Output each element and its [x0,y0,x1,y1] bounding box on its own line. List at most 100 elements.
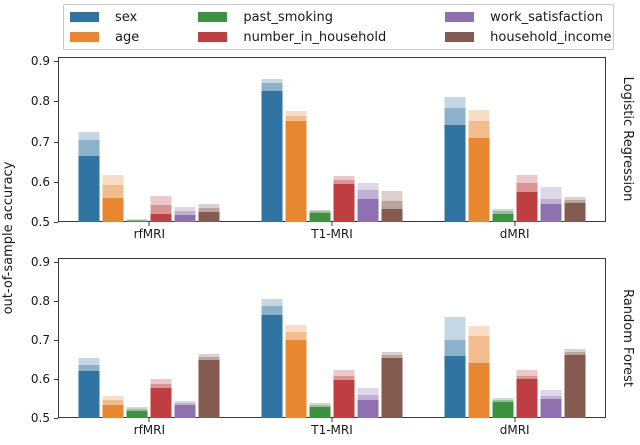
y-tick-label: 0.8 [30,94,50,109]
bar-segment [174,400,196,403]
bar-segment [516,370,538,376]
bar-group-T1-MRI [261,298,403,418]
subplot-random-forest: 0.5 0.6 0.7 0.8 0.9 rfMRI T1-MRI dMRI [31,255,606,437]
subplot-title-logistic-regression: Logistic Regression [620,76,635,202]
bar-group-dMRI [444,317,586,418]
bar-segment [198,360,220,418]
y-tick-mark [54,418,58,419]
y-tick-mark [54,61,58,63]
bar-segment [564,199,586,203]
bar-household_income [381,190,403,222]
bar-number_in_household [150,195,172,222]
bar-segment [333,180,355,185]
bar-segment [492,213,514,222]
bar-segment [540,204,562,222]
x-tick-mark [331,418,333,422]
bar-segment [381,352,403,355]
axes-frame [58,258,606,418]
bar-past_smoking [126,218,148,222]
bar-segment [150,383,172,388]
bar-segment [516,379,538,418]
y-tick-mark [54,339,58,341]
bar-segment [492,209,514,212]
bar-segment [309,405,331,408]
x-tick-label: rfMRI [133,423,166,437]
y-tick-label: 0.9 [30,254,50,269]
bar-segment [78,365,100,372]
bar-sex [444,317,466,418]
legend-label: age [115,29,140,45]
bar-age [102,174,124,222]
x-tick-mark [148,222,150,226]
bar-segment [357,388,379,396]
bar-segment [198,354,220,358]
legend-column-3: work_satisfaction household_income [445,9,613,46]
bar-segment [198,357,220,361]
bar-segment [174,214,196,222]
bar-past_smoking [126,406,148,418]
bar-household_income [198,354,220,418]
bar-group-dMRI [444,97,586,222]
y-tick-mark [54,378,58,380]
bar-segment [468,121,490,138]
bar-segment [357,395,379,400]
bar-segment [102,395,124,401]
bar-segment [357,399,379,418]
bar-household_income [564,348,586,418]
x-tick-mark [514,222,516,226]
legend: sex age past_smoking number_in_household… [63,4,614,50]
bar-work_satisfaction [357,388,379,418]
bar-segment [333,175,355,181]
y-tick-mark [54,141,58,143]
bar-segment [126,406,148,409]
bar-segment [381,209,403,222]
bar-number_in_household [516,370,538,418]
bar-segment [516,183,538,192]
subplot-logistic-regression: 0.5 0.6 0.7 0.8 0.9 rfMRI T1-MRI dMRI [31,54,606,241]
bar-segment [198,208,220,213]
bar-sex [444,97,466,222]
bar-segment [126,408,148,411]
bar-segment [492,211,514,214]
bar-segment [540,396,562,399]
bar-segment [381,201,403,210]
bar-segment [261,83,283,92]
bar-segment [516,191,538,222]
bar-segment [126,221,148,222]
bar-segment [516,375,538,379]
bar-segment [102,405,124,418]
bar-past_smoking [492,209,514,222]
bar-segment [126,410,148,418]
bar-segment [444,108,466,126]
bar-past_smoking [309,403,331,418]
bar-segment [102,174,124,186]
y-tick-mark [54,261,58,263]
bar-age [285,324,307,418]
bar-segment [261,91,283,222]
x-tick-label: T1-MRI [311,423,353,437]
legend-item-age: age [70,29,198,46]
y-tick-label: 0.7 [30,332,50,347]
y-tick-mark [54,222,58,223]
legend-item-past-smoking: past_smoking [198,9,445,26]
legend-label: work_satisfaction [490,9,603,25]
bar-past_smoking [309,209,331,222]
bar-segment [78,155,100,222]
bar-segment [309,403,331,406]
age-swatch-icon [70,32,99,42]
y-tick-label: 0.8 [30,293,50,308]
legend-item-number-in-household: number_in_household [198,29,445,46]
bar-segment [492,397,514,401]
bar-segment [285,331,307,340]
household-income-swatch-icon [445,32,475,42]
bar-segment [564,351,586,355]
bar-segment [444,355,466,418]
bar-segment [102,185,124,198]
bar-segment [492,402,514,418]
bar-groups [58,258,606,418]
bar-segment [102,400,124,406]
legend-column-2: past_smoking number_in_household [198,9,445,46]
legend-column-1: sex age [70,9,198,46]
y-tick-mark [54,300,58,302]
